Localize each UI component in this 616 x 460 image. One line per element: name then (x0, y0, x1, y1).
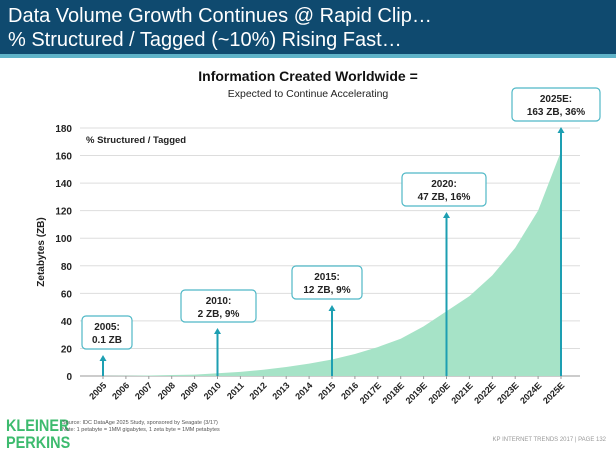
x-tick-label: 2021E (449, 380, 474, 405)
annotation-value: 163 ZB, 36% (527, 107, 585, 118)
y-tick-label: 0 (66, 372, 72, 383)
x-tick-label: 2025E (541, 380, 566, 405)
annotation-value: 0.1 ZB (92, 335, 122, 346)
annotation-value: 12 ZB, 9% (303, 285, 350, 296)
chart-subtitle: Expected to Continue Accelerating (227, 88, 389, 100)
x-tick-label: 2017E (358, 380, 383, 405)
annotation-year: 2010: (206, 296, 232, 307)
kleiner-perkins-logo: KLEINER PERKINS (6, 416, 71, 452)
annotation-year: 2005: (94, 322, 120, 333)
x-tick-label: 2018E (381, 380, 406, 405)
annotation-year: 2015: (314, 272, 340, 283)
x-tick-label: 2022E (472, 380, 497, 405)
annotation-year: 2025E: (540, 94, 572, 105)
x-tick-label: 2008 (156, 380, 177, 401)
chart-title: Information Created Worldwide = (198, 68, 418, 84)
arrowhead-icon (443, 212, 450, 218)
x-tick-label: 2007 (133, 380, 154, 401)
annotation-value: 2 ZB, 9% (198, 309, 240, 320)
note-text: Note: 1 petabyte = 1MM gigabytes, 1 zeta… (62, 427, 220, 433)
annotation-value: 47 ZB, 16% (418, 192, 471, 203)
source-text: Source: IDC DataAge 2025 Study, sponsore… (62, 420, 218, 426)
x-tick-label: 2011 (225, 380, 246, 401)
x-tick-label: 2019E (404, 380, 429, 405)
arrowhead-icon (328, 305, 336, 311)
y-tick-label: 160 (55, 152, 72, 163)
source-note: Source: IDC DataAge 2025 Study, sponsore… (62, 420, 220, 434)
y-tick-label: 180 (55, 124, 72, 135)
x-tick-label: 2013 (270, 380, 291, 401)
y-axis-label: Zetabytes (ZB) (36, 217, 47, 286)
x-tick-label: 2014 (293, 380, 314, 401)
annotation-box (180, 289, 257, 323)
y-tick-label: 40 (61, 317, 73, 328)
x-tick-label: 2015 (316, 380, 337, 401)
x-tick-label: 2023E (495, 380, 520, 405)
y-tick-label: 20 (61, 344, 73, 355)
y-tick-label: 140 (55, 179, 72, 190)
page-footer: KP INTERNET TRENDS 2017 | PAGE 132 (492, 437, 607, 443)
annotation-box (291, 265, 363, 300)
arrowhead-icon (99, 355, 107, 361)
slide-header: Data Volume Growth Continues @ Rapid Cli… (0, 0, 616, 58)
slide-title-line1: Data Volume Growth Continues @ Rapid Cli… (8, 5, 432, 27)
annotation-year: 2020: (431, 179, 457, 190)
y-tick-label: 80 (61, 262, 73, 273)
x-tick-label: 2005 (87, 380, 108, 401)
arrowhead-icon (214, 328, 221, 334)
x-tick-label: 2010 (202, 380, 223, 401)
slide-title-line2: % Structured / Tagged (~10%) Rising Fast… (8, 29, 402, 51)
x-tick-label: 2009 (179, 380, 200, 401)
y-tick-label: 100 (55, 234, 72, 245)
x-tick-label: 2020E (426, 380, 451, 405)
x-tick-label: 2006 (110, 380, 131, 401)
annotation-box (401, 172, 487, 207)
annotation-box (511, 87, 601, 122)
legend-note: % Structured / Tagged (86, 135, 186, 146)
y-tick-label: 120 (55, 207, 72, 218)
arrowhead-icon (557, 127, 565, 133)
x-tick-label: 2012 (247, 380, 268, 401)
x-tick-label: 2024E (518, 380, 543, 405)
annotation-box (81, 315, 133, 350)
y-tick-label: 60 (61, 289, 73, 300)
